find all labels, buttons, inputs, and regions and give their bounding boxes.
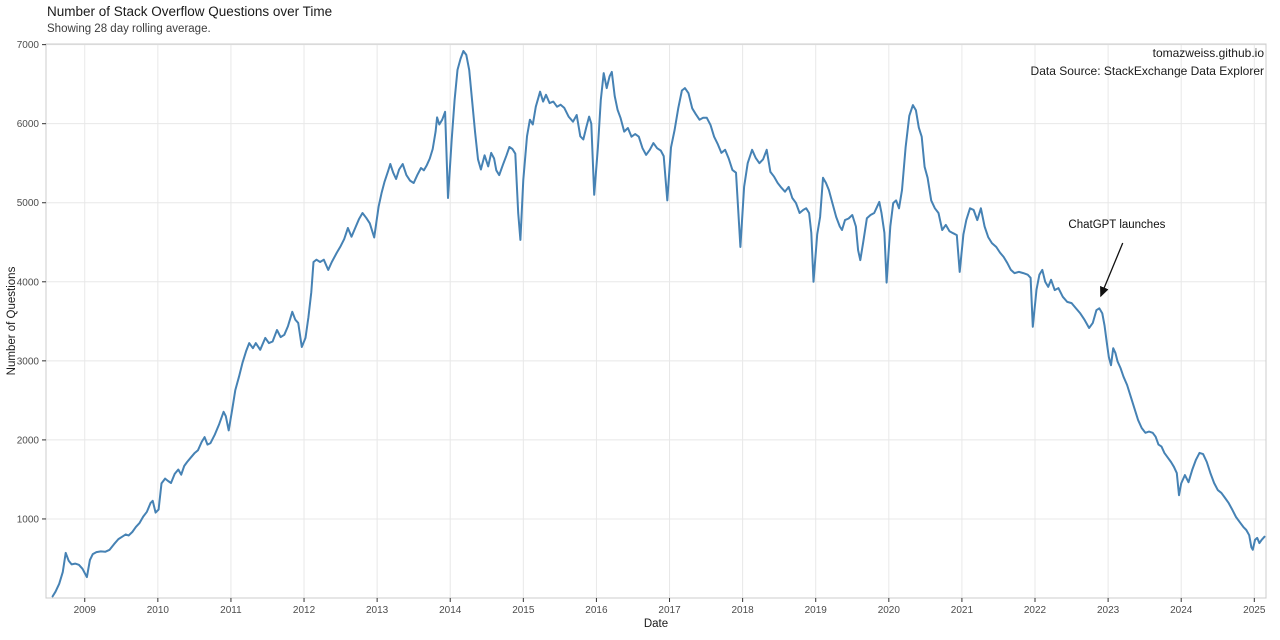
axis-layer: 2009 2010 2011 2012 2013 2014 2015 2016 2017 2018… (17, 40, 1267, 616)
x-tick-label: 2018 (731, 605, 754, 616)
y-tick-label: 7000 (17, 40, 40, 51)
y-tick-label: 1000 (17, 514, 40, 525)
chart-subtitle: Showing 28 day rolling average. (47, 23, 211, 35)
y-tick-label: 6000 (17, 119, 40, 130)
panel-border (45, 43, 1267, 599)
x-tick-label: 2021 (951, 605, 974, 616)
series-layer (51, 50, 1266, 598)
attribution-source: Data Source: StackExchange Data Explorer (1030, 64, 1264, 78)
annotation-arrow-layer (1100, 242, 1124, 298)
x-tick-label: 2022 (1024, 605, 1047, 616)
attribution-site: tomazweiss.github.io (1152, 46, 1264, 60)
chart-title: Number of Stack Overflow Questions over … (47, 4, 333, 19)
x-tick-label: 2025 (1243, 605, 1266, 616)
x-tick-label: 2017 (658, 605, 681, 616)
x-axis-label: Date (643, 618, 669, 630)
y-tick-label: 3000 (17, 356, 40, 367)
x-tick-label: 2019 (805, 605, 828, 616)
x-tick-label: 2012 (293, 605, 316, 616)
x-tick-label: 2023 (1097, 605, 1120, 616)
x-tick-label: 2011 (220, 605, 242, 616)
y-tick-label: 4000 (17, 277, 40, 288)
y-axis-label: Number of Questions (6, 266, 18, 376)
attribution: tomazweiss.github.io Data Source: StackE… (1031, 44, 1264, 80)
x-tick-label: 2009 (74, 605, 97, 616)
series-line-questions (51, 50, 1266, 598)
x-tick-label: 2024 (1170, 605, 1193, 616)
x-tick-label: 2016 (585, 605, 608, 616)
x-tick-label: 2013 (366, 605, 389, 616)
y-tick-label: 2000 (17, 435, 40, 446)
x-tick-label: 2020 (878, 605, 901, 616)
annotation-chatgpt-launches: ChatGPT launches (1068, 218, 1166, 231)
x-tick-label: 2015 (512, 605, 535, 616)
x-tick-label: 2010 (147, 605, 170, 616)
grid-layer (46, 44, 1266, 598)
x-tick-label: 2014 (439, 605, 462, 616)
y-tick-label: 5000 (17, 198, 40, 209)
annotation-arrow (1100, 242, 1124, 298)
